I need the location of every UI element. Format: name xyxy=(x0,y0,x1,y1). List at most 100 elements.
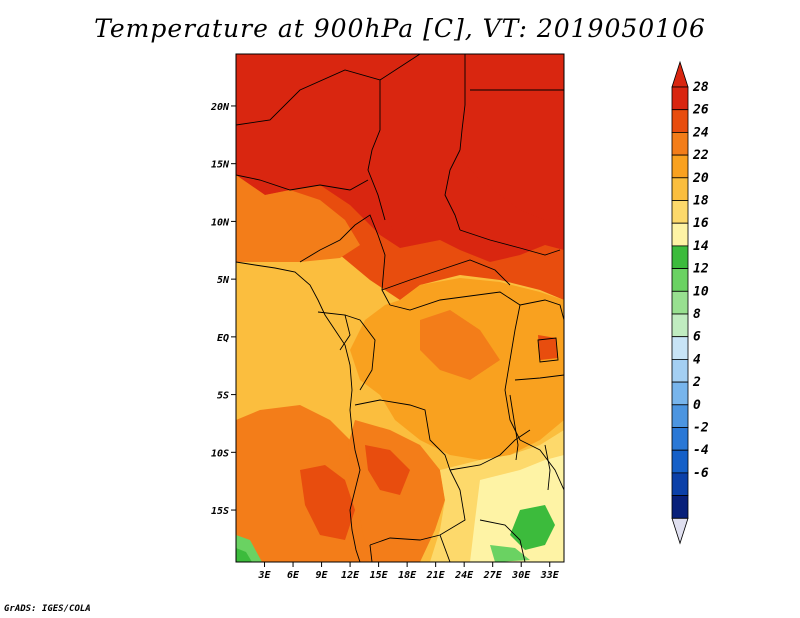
colorbar-label: 16 xyxy=(693,216,709,231)
colorbar-swatch xyxy=(671,290,689,315)
border-zambia-drc xyxy=(449,429,531,471)
border-libya-chad xyxy=(459,54,466,151)
colorbar-swatch xyxy=(671,381,689,406)
colorbar-label: 0 xyxy=(693,398,701,413)
colorbar-swatch xyxy=(671,495,689,519)
lon-tick-label: 9E xyxy=(316,570,329,581)
border-sahara-2 xyxy=(379,54,421,81)
colorbar-swatch xyxy=(671,131,689,156)
colorbar-swatch xyxy=(671,177,689,201)
lon-tick-label: 24E xyxy=(454,570,474,581)
colorbar-label: 20 xyxy=(692,171,709,186)
colorbar-label: 8 xyxy=(693,307,701,322)
map-title: Temperature at 900hPa [C], VT: 201905010… xyxy=(94,14,706,43)
border-car xyxy=(381,259,511,291)
colorbar-label: -2 xyxy=(693,421,709,436)
lon-tick-label: 27E xyxy=(483,570,503,581)
lat-axis: 20N 15N 10N 5N EQ 5S 10S 15S xyxy=(210,102,236,517)
colorbar-label: 22 xyxy=(692,148,709,163)
region-green-sw2 xyxy=(236,548,252,562)
colorbar-swatch xyxy=(671,472,689,496)
colorbar-label: 14 xyxy=(693,239,709,254)
border-car-drc xyxy=(389,291,521,311)
lat-tick-label: 10S xyxy=(211,448,229,459)
colorbar-swatch xyxy=(671,245,689,269)
border-south-sudan xyxy=(459,229,561,256)
colorbar-label: 28 xyxy=(692,80,709,95)
lat-tick-label: 20N xyxy=(210,102,230,113)
grads-credit: GrADS: IGES/COLA xyxy=(4,604,91,614)
border-tanzania xyxy=(514,374,564,381)
lon-axis: 3E 6E 9E 12E 15E 18E 21E 24E 27E 30E 33E xyxy=(257,562,560,581)
region-angola-deep xyxy=(365,445,410,495)
colorbar-label: 12 xyxy=(693,262,709,277)
region-sahara-hot-extra xyxy=(370,54,470,235)
colorbar-top-arrow xyxy=(671,60,689,88)
border-zimbabwe xyxy=(479,519,526,562)
colorbar-swatch xyxy=(671,404,689,428)
lat-tick-label: EQ xyxy=(217,333,229,344)
lon-tick-label: 15E xyxy=(370,570,389,581)
colorbar-swatch xyxy=(671,336,689,360)
border-drc-angola xyxy=(354,399,451,471)
lon-tick-label: 6E xyxy=(287,570,300,581)
temperature-field xyxy=(236,54,564,562)
border-east-drc xyxy=(504,304,521,441)
lake-tanganyika xyxy=(509,394,519,461)
colorbar-swatch xyxy=(671,427,689,451)
region-congo-orange-deep xyxy=(420,310,500,380)
colorbar-swatch xyxy=(671,109,689,133)
border-sahara-1 xyxy=(236,69,386,221)
colorbar-label: 24 xyxy=(692,125,709,140)
colorbar-bottom-arrow xyxy=(671,517,689,545)
border-namibia xyxy=(369,544,373,562)
region-green-se xyxy=(510,505,555,550)
lake-victoria xyxy=(537,337,559,363)
colorbar-swatch xyxy=(671,200,689,224)
lat-tick-label: 15S xyxy=(211,506,229,517)
border-nigeria-niger xyxy=(236,174,369,191)
border-botswana xyxy=(439,534,451,562)
colorbar-label: 10 xyxy=(693,284,709,299)
region-westafrica-orange xyxy=(236,175,360,262)
lat-tick-label: 10N xyxy=(211,217,230,228)
lon-tick-label: 33E xyxy=(540,570,560,581)
lat-tick-label: 5N xyxy=(217,275,230,286)
colorbar-label: -4 xyxy=(693,443,709,458)
colorbar-swatch xyxy=(671,86,689,111)
border-mozambique xyxy=(519,439,564,491)
region-green-se2 xyxy=(490,545,530,562)
border-nigeria-cameroon xyxy=(299,214,391,306)
border-congo-drc xyxy=(344,314,376,391)
colorbar-swatch xyxy=(671,449,689,474)
region-victoria-hot xyxy=(538,335,558,360)
colorbar-swatch xyxy=(671,358,689,383)
lon-tick-label: 21E xyxy=(426,570,446,581)
region-atlantic-deep xyxy=(300,465,355,540)
coastline-gulf-of-guinea xyxy=(236,261,361,562)
colorbar-label: 18 xyxy=(693,194,709,209)
lat-tick-label: 5S xyxy=(217,391,229,402)
lon-tick-label: 3E xyxy=(257,570,271,581)
lon-tick-label: 18E xyxy=(398,570,417,581)
colorbar-swatch xyxy=(671,313,689,338)
colorbar-label: 4 xyxy=(693,352,701,367)
lon-tick-label: 30E xyxy=(511,570,531,581)
map-frame xyxy=(235,53,565,563)
borders xyxy=(236,54,564,562)
border-uganda xyxy=(519,299,564,321)
lake-malawi xyxy=(544,444,551,491)
colorbar-swatch xyxy=(671,222,689,247)
colorbar-label: -6 xyxy=(693,466,709,481)
lon-tick-label: 12E xyxy=(341,570,360,581)
lat-tick-label: 15N xyxy=(211,160,230,171)
border-chad-sudan xyxy=(444,149,461,231)
border-gabon xyxy=(317,311,351,351)
colorbar-label: 6 xyxy=(693,330,701,345)
colorbar-swatch xyxy=(671,268,689,292)
colorbar-label: 2 xyxy=(692,375,701,390)
region-ethiopia-hot xyxy=(462,54,564,220)
colorbar-label: 26 xyxy=(692,103,709,118)
